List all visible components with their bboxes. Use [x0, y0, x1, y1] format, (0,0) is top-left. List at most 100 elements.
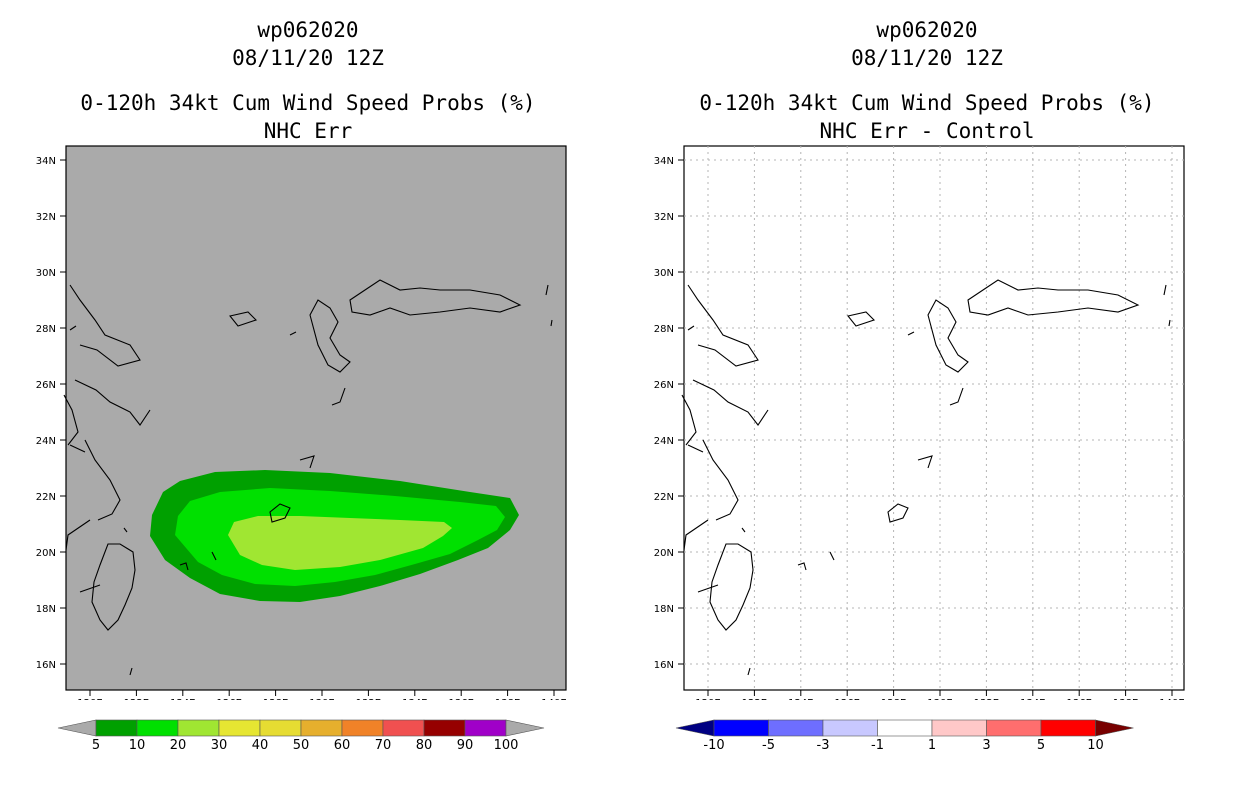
left-title-line2: 08/11/20 12Z	[232, 46, 384, 70]
lon-label: 128E	[263, 698, 288, 700]
right-axes: 34N 32N 30N 28N 26N 24N 22N 20N 18N 16N 120E 122E 12…	[654, 156, 1185, 700]
colorbar-swatch	[822, 719, 878, 737]
left-colorbar: 5 10 20 30 40 50 60 70 80 90 100	[57, 719, 545, 753]
colorbar-swatch	[341, 719, 384, 737]
colorbar-label: 70	[375, 738, 392, 753]
colorbar-label: 50	[293, 738, 310, 753]
colorbar-swatch	[768, 719, 824, 737]
lat-label: 32N	[36, 212, 56, 223]
lon-label: 128E	[881, 698, 906, 700]
colorbar-low-arrow	[675, 719, 715, 737]
lat-label: 18N	[654, 604, 674, 615]
left-title-line4: NHC Err	[263, 119, 353, 143]
colorbar-label: 60	[334, 738, 351, 753]
lat-label: 28N	[36, 324, 56, 335]
colorbar-low-arrow	[57, 719, 97, 737]
right-map-background	[683, 145, 1185, 691]
lon-label: 136E	[448, 698, 473, 700]
lat-label: 30N	[36, 268, 56, 279]
colorbar-swatch	[464, 719, 507, 737]
lat-label: 34N	[36, 156, 56, 167]
lat-label: 20N	[654, 548, 674, 559]
right-grid	[684, 146, 1184, 690]
colorbar-label: -5	[762, 738, 775, 753]
lat-label: 16N	[36, 660, 56, 671]
colorbar-label: 80	[416, 738, 433, 753]
lon-label: 130E	[309, 698, 334, 700]
lon-label: 126E	[216, 698, 241, 700]
right-title-line2: 08/11/20 12Z	[851, 46, 1003, 70]
lon-label: 134E	[1020, 698, 1045, 700]
right-coastlines	[681, 279, 1171, 676]
lon-label: 136E	[1066, 698, 1091, 700]
lon-label: 120E	[77, 698, 102, 700]
colorbar-swatch	[986, 719, 1042, 737]
lon-label: 130E	[927, 698, 952, 700]
colorbar-high-arrow	[1095, 719, 1134, 737]
lon-label: 134E	[402, 698, 427, 700]
colorbar-label: 90	[457, 738, 474, 753]
lon-label: 122E	[742, 698, 767, 700]
colorbar-label: 5	[1037, 738, 1045, 753]
lat-label: 34N	[654, 156, 674, 167]
colorbar-swatch	[1040, 719, 1096, 737]
colorbar-swatch	[382, 719, 425, 737]
lon-label: 120E	[695, 698, 720, 700]
lat-label: 16N	[654, 660, 674, 671]
colorbar-label: 10	[1087, 738, 1104, 753]
colorbar-label: -1	[871, 738, 884, 753]
left-title-line1: wp062020	[257, 18, 359, 42]
colorbar-swatch	[300, 719, 343, 737]
left-map: 34N 32N 30N 28N 26N 24N 22N 20N 18N 16N 120E 122E 12…	[36, 145, 567, 700]
lon-label: 124E	[788, 698, 813, 700]
lon-label: 126E	[834, 698, 859, 700]
lat-label: 30N	[654, 268, 674, 279]
colorbar-label: 30	[211, 738, 228, 753]
colorbar-swatch	[95, 719, 138, 737]
colorbar-label: 40	[252, 738, 269, 753]
lon-label: 122E	[124, 698, 149, 700]
lat-label: 24N	[36, 436, 56, 447]
colorbar-swatch	[259, 719, 302, 737]
colorbar-label: -10	[703, 738, 724, 753]
lon-label: 138E	[495, 698, 520, 700]
lat-label: 26N	[36, 380, 56, 391]
prob-contour-20pct	[228, 516, 452, 570]
colorbar-label: 5	[92, 738, 100, 753]
lon-label: 124E	[170, 698, 195, 700]
left-map-background	[65, 145, 567, 691]
lon-label: 132E	[356, 698, 381, 700]
right-title-line3: 0-120h 34kt Cum Wind Speed Probs (%)	[699, 91, 1155, 115]
colorbar-swatch	[931, 719, 987, 737]
colorbar-label: 3	[982, 738, 990, 753]
colorbar-high-arrow	[505, 719, 545, 737]
right-map: 34N 32N 30N 28N 26N 24N 22N 20N 18N 16N 120E 122E 12…	[654, 145, 1185, 700]
right-colorbar: -10 -5 -3 -1 1 3 5 10	[675, 719, 1134, 753]
lat-label: 22N	[654, 492, 674, 503]
right-title-line1: wp062020	[876, 18, 978, 42]
lon-label: 138E	[1113, 698, 1138, 700]
colorbar-label: 100	[494, 738, 519, 753]
lat-label: 26N	[654, 380, 674, 391]
lon-label: 132E	[974, 698, 999, 700]
colorbar-label: 20	[170, 738, 187, 753]
colorbar-label: 1	[928, 738, 936, 753]
colorbar-swatch	[713, 719, 769, 737]
colorbar-swatch	[877, 719, 933, 737]
colorbar-swatch	[136, 719, 179, 737]
lon-label: 140E	[1159, 698, 1184, 700]
lat-label: 22N	[36, 492, 56, 503]
colorbar-label: -3	[817, 738, 830, 753]
colorbar-swatch	[177, 719, 220, 737]
colorbar-swatch	[423, 719, 466, 737]
lat-label: 20N	[36, 548, 56, 559]
right-title-line4: NHC Err - Control	[819, 119, 1035, 143]
left-title-line3: 0-120h 34kt Cum Wind Speed Probs (%)	[80, 91, 536, 115]
colorbar-swatch	[218, 719, 261, 737]
colorbar-label: 10	[129, 738, 146, 753]
left-axes: 34N 32N 30N 28N 26N 24N 22N 20N 18N 16N 120E 122E 12…	[36, 156, 567, 700]
lat-label: 28N	[654, 324, 674, 335]
lat-label: 18N	[36, 604, 56, 615]
lon-label: 140E	[541, 698, 566, 700]
lat-label: 32N	[654, 212, 674, 223]
